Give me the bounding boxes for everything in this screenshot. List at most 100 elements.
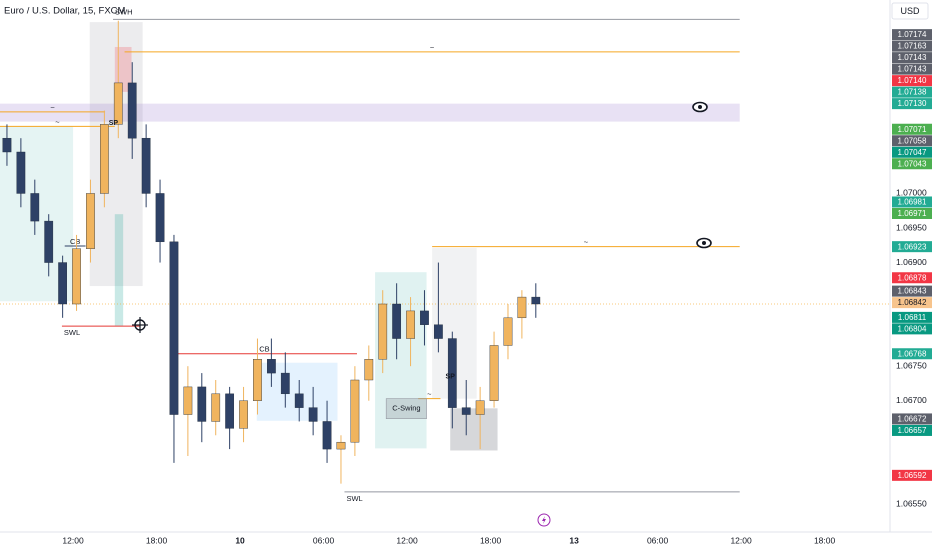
price-badge [892,207,932,219]
price-badge-label: 1.07174 [898,30,927,39]
candle-body [225,393,235,429]
y-tick-label: 1.07000 [896,188,927,198]
x-tick-label: 12:00 [396,535,418,545]
price-badge [892,348,932,360]
candle-body [447,338,457,408]
price-badge [892,323,932,335]
currency-label[interactable]: USD [900,6,920,16]
x-tick-label: 18:00 [480,535,502,545]
price-badge [892,40,932,52]
price-badge [892,86,932,98]
candle-body [44,220,54,263]
zone [114,46,132,92]
x-tick-label: 12:00 [62,535,84,545]
price-badge [892,98,932,110]
price-badge-label: 1.07043 [898,159,927,168]
chart-title: Euro / U.S. Dollar, 15, FXCM [4,6,126,17]
candle-body [267,359,276,374]
price-badge [892,297,932,309]
level-label: SWH [115,7,133,16]
candle-body [197,386,207,422]
price-badge [892,311,932,323]
candle-body [169,241,179,415]
price-badge-label: 1.07143 [898,53,927,62]
candle-body [350,379,360,443]
candle-body [86,193,95,249]
candle-body [434,324,443,339]
price-badge [892,241,932,253]
candle-body [294,393,304,408]
level-label: ~ [50,103,55,112]
candle-body [253,359,262,401]
price-badge-label: 1.07130 [898,99,927,108]
price-badge-label: 1.06971 [898,209,927,218]
price-badge-label: 1.07163 [898,42,927,51]
crosshair-icon [132,317,148,333]
price-badge [892,123,932,135]
candle-body [239,400,248,429]
x-tick-label: 12:00 [730,535,752,545]
level-label: ~ [430,43,435,52]
x-tick-label: 06:00 [647,535,669,545]
price-badge-label: 1.06768 [898,349,927,358]
candle-body [392,303,402,339]
price-badge-label: 1.06923 [898,242,927,251]
candle-body [58,262,68,305]
candle-body [2,137,12,153]
candle-body [16,151,26,194]
zone [375,272,427,449]
note-box [385,398,427,419]
zone [89,22,143,287]
price-badge-label: 1.06981 [898,198,927,207]
note-label: SP [109,120,119,127]
price-badge-label: 1.06672 [898,415,927,424]
candle-body [30,193,40,222]
price-badge [892,424,932,436]
candle-body [322,421,332,450]
price-badge [892,75,932,87]
level-label: CB [259,345,269,354]
zone [0,103,740,122]
y-tick-label: 1.06550 [896,499,927,509]
candle-body [141,137,151,194]
lightning-icon[interactable] [537,513,551,527]
candle-body [308,407,318,422]
level-label: CB [70,237,80,246]
level-label: ~ [427,390,432,399]
x-tick-label: 18:00 [814,535,836,545]
y-tick-label: 1.06950 [896,222,927,232]
candle-body [155,193,165,243]
note-label: C-Swing [392,404,420,413]
candle-body [364,359,374,381]
price-badge-label: 1.06592 [898,471,927,480]
price-badge [892,285,932,297]
price-badge-label: 1.06842 [898,298,927,307]
eye-icon[interactable] [696,237,712,249]
candle-body [280,372,290,395]
candle-body [183,386,193,415]
x-tick-label: 06:00 [313,535,335,545]
price-badge [892,146,932,158]
price-badge-label: 1.06657 [898,426,927,435]
candle-body [72,248,81,305]
zone [114,214,124,327]
x-tick-label: 13 [569,535,579,545]
level-label: SWL [64,328,80,337]
price-badge [892,469,932,481]
eye-icon[interactable] [692,101,708,113]
candle-body [113,82,123,125]
price-badge-label: 1.06811 [898,313,927,322]
price-badge-label: 1.07143 [898,65,927,74]
candle-body [489,345,499,401]
currency-button[interactable] [891,2,929,20]
x-tick-label: 18:00 [146,535,168,545]
price-badge [892,135,932,147]
candle-body [378,303,388,360]
level-label: SWL [346,494,362,503]
y-tick-label: 1.06700 [896,395,927,405]
price-badge-label: 1.06804 [898,324,927,333]
candle-body [336,441,346,450]
candle-body [503,317,513,346]
